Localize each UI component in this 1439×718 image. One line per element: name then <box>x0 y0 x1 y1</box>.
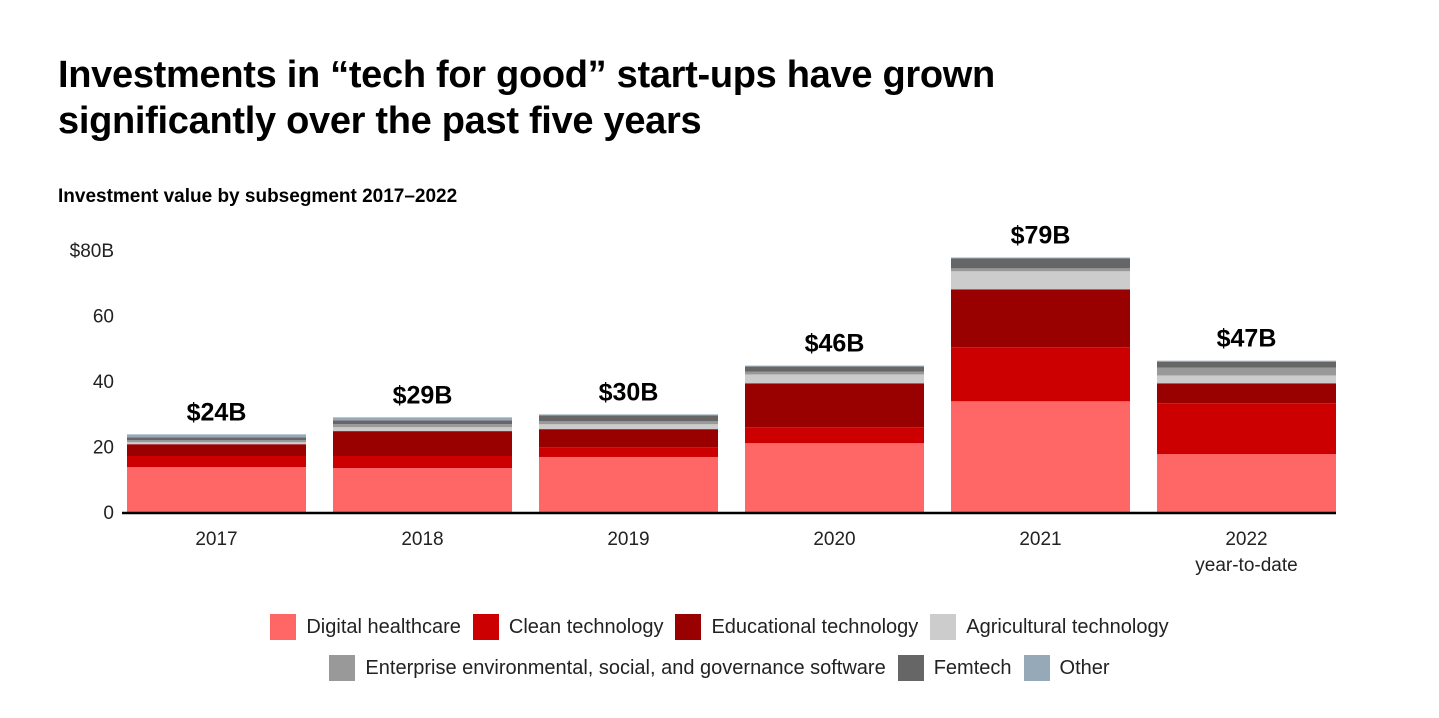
total-label: $24B <box>187 398 247 426</box>
stacked-bar-chart: 0 20 40 60 $80B $24B 2017 $29B 2018 $30B 2019 $46B 2… <box>70 222 1336 576</box>
legend-item: Clean technology <box>472 614 664 640</box>
x-tick-label: 2022 <box>1225 529 1267 550</box>
legend-item: Other <box>1023 655 1110 681</box>
bar-segment-other-2021 <box>951 257 1130 259</box>
legend-item: Digital healthcare <box>270 614 461 640</box>
legend-swatch <box>675 614 702 640</box>
legend-row-2: Enterprise environmental, social, and go… <box>0 655 1439 681</box>
chart-subtitle: Investment value by subsegment 2017–2022 <box>58 186 458 207</box>
legend-swatch <box>930 614 957 640</box>
bar-segment-femtech-2018 <box>333 420 512 425</box>
bar-segment-agricultural-technology-2022 <box>1157 375 1336 384</box>
bar-segment-clean-technology-2018 <box>333 455 512 469</box>
bar-segment-other-2017 <box>127 434 306 438</box>
bar-segment-clean-technology-2017 <box>127 455 306 468</box>
bar-segment-educational-technology-2019 <box>539 429 718 448</box>
bar-segment-clean-technology-2022 <box>1157 403 1336 455</box>
y-tick-label: 40 <box>93 372 114 393</box>
bar-segment-educational-technology-2022 <box>1157 383 1336 404</box>
y-tick-label: 60 <box>93 307 114 328</box>
legend-item: Enterprise environmental, social, and go… <box>329 655 886 681</box>
legend-swatch <box>897 655 924 681</box>
x-tick-label: 2018 <box>401 529 443 550</box>
bar-segment-digital-healthcare-2021 <box>951 401 1130 512</box>
x-tick-label: 2017 <box>195 529 237 550</box>
bar-segment-femtech-2021 <box>951 258 1130 269</box>
bar-segment-educational-technology-2020 <box>745 383 924 428</box>
bar-segment-enterprise-environmental-social-and-governance-software-2020 <box>745 371 924 375</box>
chart-title-line-2: significantly over the past five years <box>58 100 702 142</box>
total-label: $46B <box>805 330 865 358</box>
legend-item: Educational technology <box>675 614 918 640</box>
bar-segment-digital-healthcare-2017 <box>127 467 306 512</box>
bar-segment-digital-healthcare-2022 <box>1157 454 1336 512</box>
x-tick-label: 2020 <box>813 529 855 550</box>
legend-label: Agricultural technology <box>966 615 1169 638</box>
bar-segment-clean-technology-2020 <box>745 427 924 444</box>
legend-item: Femtech <box>897 655 1012 681</box>
x-tick-label: 2019 <box>607 529 649 550</box>
x-tick-label: 2021 <box>1019 529 1061 550</box>
bar-segment-clean-technology-2019 <box>539 447 718 457</box>
legend-label: Other <box>1059 656 1110 679</box>
bar-segment-other-2019 <box>539 414 718 416</box>
bar-segment-clean-technology-2021 <box>951 347 1130 402</box>
bar-segment-agricultural-technology-2019 <box>539 424 718 430</box>
bar-segment-enterprise-environmental-social-and-governance-software-2018 <box>333 424 512 428</box>
bar-segment-digital-healthcare-2019 <box>539 456 718 512</box>
y-tick-label: $80B <box>70 241 114 262</box>
bar-segment-educational-technology-2021 <box>951 289 1130 348</box>
bar-segment-digital-healthcare-2020 <box>745 443 924 512</box>
legend-swatch <box>1023 655 1050 681</box>
y-tick-label: 20 <box>93 438 114 459</box>
chart-title: Investments in “tech for good” start-ups… <box>58 52 1258 144</box>
legend-row-1: Digital healthcare Clean technology Educat… <box>0 614 1439 640</box>
legend-label: Enterprise environmental, social, and go… <box>365 656 886 679</box>
legend-label: Femtech <box>933 656 1012 679</box>
legend-label: Educational technology <box>711 615 919 638</box>
y-tick-label: 0 <box>103 503 114 524</box>
legend-swatch <box>270 614 297 640</box>
bar-segment-agricultural-technology-2017 <box>127 442 306 445</box>
total-label: $30B <box>599 378 659 406</box>
bar-segment-femtech-2017 <box>127 437 306 441</box>
bar-segment-digital-healthcare-2018 <box>333 468 512 512</box>
bar-segment-enterprise-environmental-social-and-governance-software-2017 <box>127 440 306 443</box>
bar-segment-femtech-2020 <box>745 366 924 372</box>
bar-segment-agricultural-technology-2021 <box>951 271 1130 290</box>
bar-segment-other-2020 <box>745 365 924 367</box>
legend-item: Agricultural technology <box>930 614 1169 640</box>
bar-segment-enterprise-environmental-social-and-governance-software-2019 <box>539 421 718 425</box>
total-label: $29B <box>393 381 453 409</box>
bar-segment-educational-technology-2018 <box>333 431 512 456</box>
legend-swatch <box>472 614 499 640</box>
total-label: $47B <box>1217 325 1277 353</box>
bar-segment-enterprise-environmental-social-and-governance-software-2022 <box>1157 367 1336 376</box>
bar-segment-enterprise-environmental-social-and-governance-software-2021 <box>951 268 1130 272</box>
bar-segment-other-2022 <box>1157 360 1336 362</box>
bar-segment-femtech-2022 <box>1157 361 1336 368</box>
legend-label: Clean technology <box>508 615 664 638</box>
bar-segment-other-2018 <box>333 417 512 421</box>
bar-segment-agricultural-technology-2020 <box>745 374 924 384</box>
chart-title-line-1: Investments in “tech for good” start-ups… <box>58 54 995 96</box>
bar-segment-educational-technology-2017 <box>127 444 306 456</box>
bar-segment-agricultural-technology-2018 <box>333 427 512 432</box>
legend-label: Digital healthcare <box>306 615 461 638</box>
x-tick-sublabel: year-to-date <box>1195 555 1297 576</box>
bar-segment-femtech-2019 <box>539 415 718 422</box>
legend-swatch <box>329 655 356 681</box>
total-label: $79B <box>1011 222 1071 250</box>
